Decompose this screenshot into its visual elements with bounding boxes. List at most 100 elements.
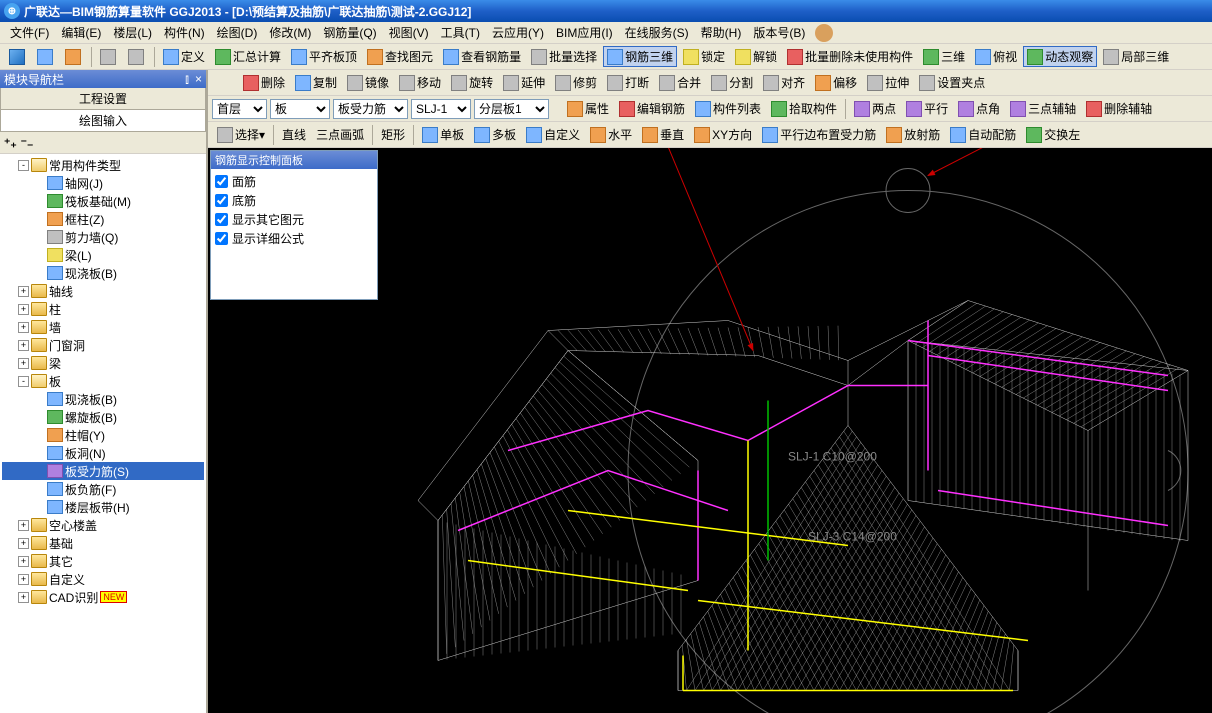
checkbox-row-1[interactable]: 底筋 <box>215 192 373 209</box>
collapse-icon[interactable]: - <box>18 376 29 387</box>
toolbar-btn-删除辅轴[interactable]: 删除辅轴 <box>1082 98 1156 119</box>
menu-item-9[interactable]: 云应用(Y) <box>486 22 550 43</box>
tree-node-CAD识别[interactable]: +CAD识别NEW <box>2 588 204 606</box>
rebar-display-panel[interactable]: 钢筋显示控制面板 面筋底筋显示其它图元显示详细公式 <box>210 150 378 300</box>
toolbar-btn-三点辅轴[interactable]: 三点辅轴 <box>1006 98 1080 119</box>
toolbar-btn-查找图元[interactable]: 查找图元 <box>363 46 437 67</box>
tree-node-梁[interactable]: +梁 <box>2 354 204 372</box>
expand-icon[interactable]: + <box>18 340 29 351</box>
toolbar-btn-局部三维[interactable]: 局部三维 <box>1099 46 1173 67</box>
toolbar-btn-删除[interactable]: 删除 <box>239 72 289 93</box>
combo-0[interactable]: 首层 <box>212 99 267 119</box>
toolbar-btn-XY方向[interactable]: XY方向 <box>690 124 756 145</box>
checkbox-row-3[interactable]: 显示详细公式 <box>215 230 373 247</box>
toolbar-btn-动态观察[interactable]: 动态观察 <box>1023 46 1097 67</box>
toolbar-btn-对齐[interactable]: 对齐 <box>759 72 809 93</box>
menu-item-0[interactable]: 文件(F) <box>4 22 55 43</box>
toolbar-btn-平行[interactable]: 平行 <box>902 98 952 119</box>
toolbar-btn-0[interactable] <box>5 47 31 67</box>
tree-expand-icon[interactable]: ⁺₊ <box>4 136 17 150</box>
toolbar-btn-修剪[interactable]: 修剪 <box>551 72 601 93</box>
toolbar-btn-放射筋[interactable]: 放射筋 <box>882 124 944 145</box>
toolbar-btn-两点[interactable]: 两点 <box>850 98 900 119</box>
tree-node-自定义[interactable]: +自定义 <box>2 570 204 588</box>
toolbar-btn-合并[interactable]: 合并 <box>655 72 705 93</box>
menu-item-6[interactable]: 钢筋量(Q) <box>317 22 382 43</box>
tree-node-筏板基础(M)[interactable]: 筏板基础(M) <box>2 192 204 210</box>
expand-icon[interactable]: + <box>18 592 29 603</box>
toolbar-btn-查看钢筋量[interactable]: 查看钢筋量 <box>439 46 525 67</box>
toolbar-btn-5[interactable] <box>124 47 150 67</box>
tree-node-框柱(Z)[interactable]: 框柱(Z) <box>2 210 204 228</box>
toolbar-btn-构件列表[interactable]: 构件列表 <box>691 98 765 119</box>
checkbox-显示其它图元[interactable] <box>215 213 228 226</box>
toolbar-btn-解锁[interactable]: 解锁 <box>731 46 781 67</box>
toolbar-btn-延伸[interactable]: 延伸 <box>499 72 549 93</box>
toolbar-btn-分割[interactable]: 分割 <box>707 72 757 93</box>
sidebar-close-icon[interactable]: × <box>195 72 202 87</box>
tree-node-板负筋(F)[interactable]: 板负筋(F) <box>2 480 204 498</box>
menu-item-12[interactable]: 帮助(H) <box>695 22 748 43</box>
tree-node-板[interactable]: -板 <box>2 372 204 390</box>
toolbar-btn-4[interactable] <box>96 47 122 67</box>
toolbar-btn-锁定[interactable]: 锁定 <box>679 46 729 67</box>
collapse-icon[interactable]: - <box>18 160 29 171</box>
toolbar-btn-三维[interactable]: 三维 <box>919 46 969 67</box>
expand-icon[interactable]: + <box>18 304 29 315</box>
tree-node-常用构件类型[interactable]: -常用构件类型 <box>2 156 204 174</box>
select-button[interactable]: 选择 ▾ <box>213 124 269 145</box>
tab-drawing-input[interactable]: 绘图输入 <box>0 110 206 132</box>
expand-icon[interactable]: + <box>18 556 29 567</box>
combo-1[interactable]: 板 <box>270 99 330 119</box>
toolbar-btn-拉伸[interactable]: 拉伸 <box>863 72 913 93</box>
tree-node-楼层板带(H)[interactable]: 楼层板带(H) <box>2 498 204 516</box>
toolbar-btn-拾取构件[interactable]: 拾取构件 <box>767 98 841 119</box>
toolbar-btn-多板[interactable]: 多板 <box>470 124 520 145</box>
menu-item-7[interactable]: 视图(V) <box>383 22 435 43</box>
toolbar-btn-批量删除未使用构件[interactable]: 批量删除未使用构件 <box>783 46 917 67</box>
toolbar-btn-偏移[interactable]: 偏移 <box>811 72 861 93</box>
expand-icon[interactable]: + <box>18 322 29 333</box>
tree-node-板受力筋(S)[interactable]: 板受力筋(S) <box>2 462 204 480</box>
toolbar-btn-直线[interactable]: 直线 <box>278 124 310 145</box>
menu-item-11[interactable]: 在线服务(S) <box>619 22 695 43</box>
tree-node-轴线[interactable]: +轴线 <box>2 282 204 300</box>
tree-node-其它[interactable]: +其它 <box>2 552 204 570</box>
toolbar-btn-编辑钢筋[interactable]: 编辑钢筋 <box>615 98 689 119</box>
toolbar-btn-单板[interactable]: 单板 <box>418 124 468 145</box>
tab-project-settings[interactable]: 工程设置 <box>0 88 206 110</box>
tree-node-墙[interactable]: +墙 <box>2 318 204 336</box>
toolbar-btn-旋转[interactable]: 旋转 <box>447 72 497 93</box>
component-tree[interactable]: -常用构件类型轴网(J)筏板基础(M)框柱(Z)剪力墙(Q)梁(L)现浇板(B)… <box>0 154 206 713</box>
tree-node-梁(L)[interactable]: 梁(L) <box>2 246 204 264</box>
tree-node-门窗洞[interactable]: +门窗洞 <box>2 336 204 354</box>
toolbar-btn-2[interactable] <box>61 47 87 67</box>
expand-icon[interactable]: + <box>18 538 29 549</box>
expand-icon[interactable]: + <box>18 358 29 369</box>
toolbar-btn-打断[interactable]: 打断 <box>603 72 653 93</box>
combo-4[interactable]: 分层板1 <box>474 99 549 119</box>
tree-node-现浇板(B)[interactable]: 现浇板(B) <box>2 264 204 282</box>
tree-node-柱[interactable]: +柱 <box>2 300 204 318</box>
toolbar-btn-交换左[interactable]: 交换左 <box>1022 124 1084 145</box>
tree-node-基础[interactable]: +基础 <box>2 534 204 552</box>
toolbar-btn-钢筋三维[interactable]: 钢筋三维 <box>603 46 677 67</box>
toolbar-btn-镜像[interactable]: 镜像 <box>343 72 393 93</box>
toolbar-btn-水平[interactable]: 水平 <box>586 124 636 145</box>
tree-node-螺旋板(B)[interactable]: 螺旋板(B) <box>2 408 204 426</box>
toolbar-btn-三点画弧[interactable]: 三点画弧 <box>312 124 368 145</box>
checkbox-显示详细公式[interactable] <box>215 232 228 245</box>
checkbox-row-2[interactable]: 显示其它图元 <box>215 211 373 228</box>
face-icon[interactable] <box>815 24 833 42</box>
viewport-3d[interactable]: 钢筋显示控制面板 面筋底筋显示其它图元显示详细公式 <box>208 148 1212 713</box>
expand-icon[interactable]: + <box>18 520 29 531</box>
menu-item-13[interactable]: 版本号(B) <box>747 22 811 43</box>
menu-item-1[interactable]: 编辑(E) <box>55 22 107 43</box>
tree-node-空心楼盖[interactable]: +空心楼盖 <box>2 516 204 534</box>
menu-item-4[interactable]: 绘图(D) <box>211 22 264 43</box>
tree-node-轴网(J)[interactable]: 轴网(J) <box>2 174 204 192</box>
toolbar-btn-俯视[interactable]: 俯视 <box>971 46 1021 67</box>
tree-node-柱帽(Y)[interactable]: 柱帽(Y) <box>2 426 204 444</box>
checkbox-面筋[interactable] <box>215 175 228 188</box>
combo-3[interactable]: SLJ-1 <box>411 99 471 119</box>
